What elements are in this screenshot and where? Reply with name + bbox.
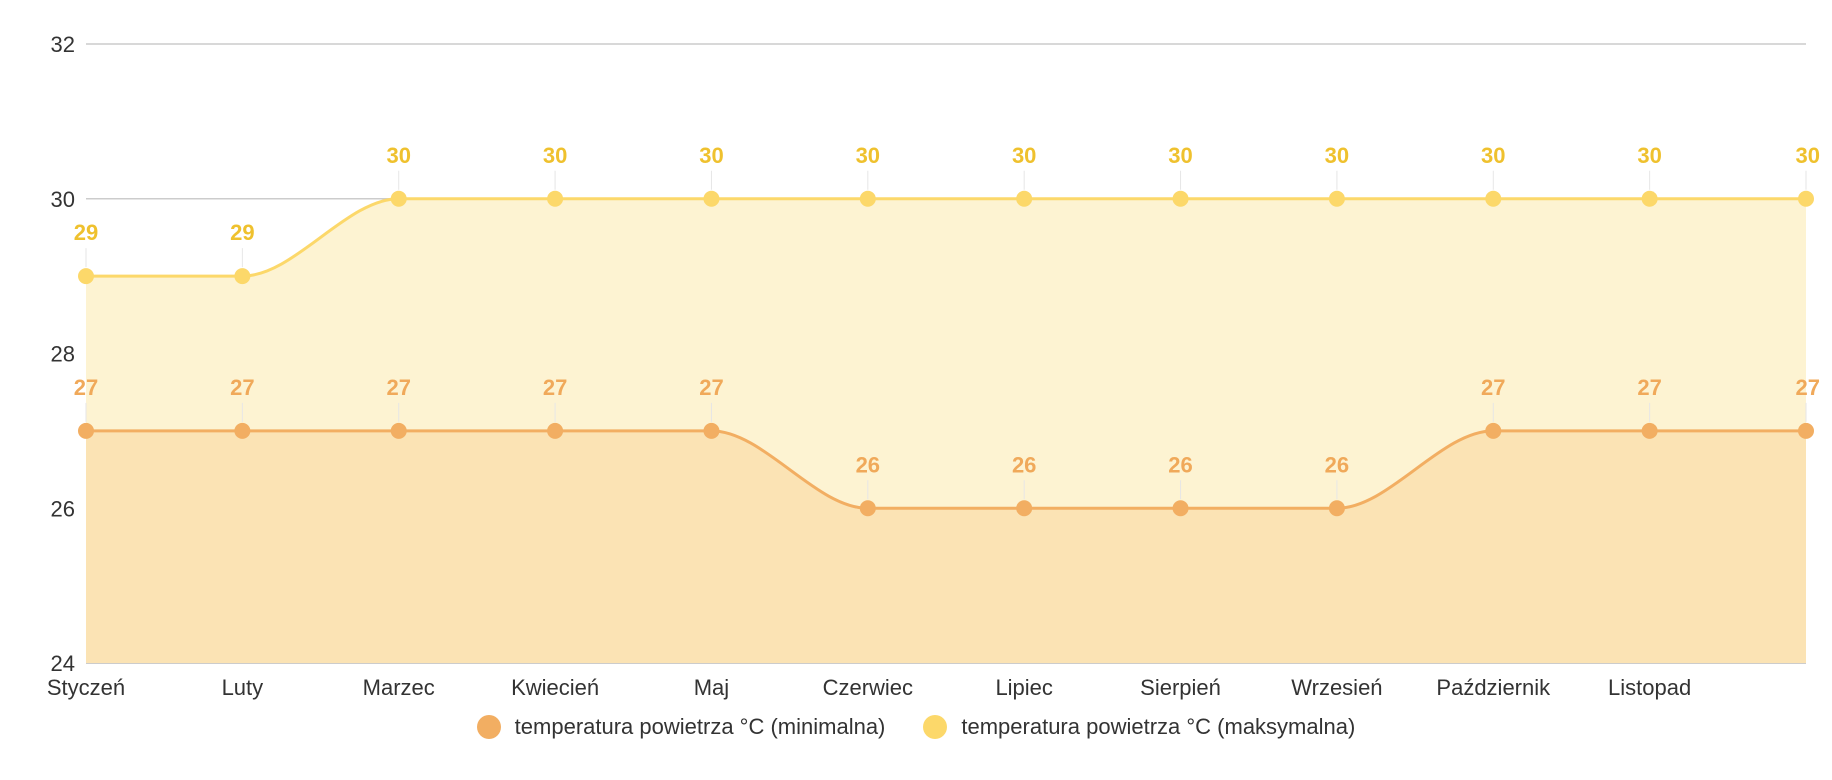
x-tick-label: Luty bbox=[222, 675, 264, 700]
axis-tick-labels: 24 26 28 30 32 Styczeń Luty Marzec Kwiecień Maj Cz… bbox=[47, 32, 1691, 700]
data-point[interactable] bbox=[1485, 422, 1502, 439]
chart-legend: temperatura powietrza °C (minimalna) tem… bbox=[0, 714, 1832, 740]
data-label: 27 bbox=[1481, 375, 1505, 400]
x-tick-label: Maj bbox=[694, 675, 729, 700]
legend-marker-min bbox=[476, 715, 501, 739]
data-point[interactable] bbox=[1172, 500, 1189, 517]
y-tick-label: 24 bbox=[51, 651, 75, 676]
data-label: 27 bbox=[230, 375, 254, 400]
temperature-chart: 27 27 27 27 27 26 26 26 26 27 27 27 29 29 30 30 30 30 30 30… bbox=[47, 32, 1820, 700]
data-label: 30 bbox=[699, 143, 723, 168]
x-tick-label: Czerwiec bbox=[823, 675, 913, 700]
data-label: 30 bbox=[1012, 143, 1036, 168]
x-tick-label: Lipiec bbox=[995, 675, 1052, 700]
data-label: 29 bbox=[74, 220, 98, 245]
data-label: 30 bbox=[1796, 143, 1820, 168]
data-point[interactable] bbox=[78, 422, 94, 439]
data-point[interactable] bbox=[1328, 190, 1345, 207]
x-tick-label: Styczeń bbox=[47, 675, 125, 700]
data-label: 27 bbox=[74, 375, 98, 400]
data-label: 29 bbox=[230, 220, 254, 245]
data-point[interactable] bbox=[547, 422, 564, 439]
data-point[interactable] bbox=[1328, 500, 1345, 517]
data-label: 30 bbox=[543, 143, 567, 168]
x-tick-label: Wrzesień bbox=[1291, 675, 1382, 700]
data-label: 27 bbox=[543, 375, 567, 400]
data-point[interactable] bbox=[234, 422, 251, 439]
data-point[interactable] bbox=[703, 422, 720, 439]
data-label: 27 bbox=[1637, 375, 1661, 400]
data-point[interactable] bbox=[547, 190, 564, 207]
data-point[interactable] bbox=[1641, 190, 1658, 207]
data-label: 30 bbox=[1168, 143, 1192, 168]
data-point[interactable] bbox=[1016, 500, 1033, 517]
legend-marker-max bbox=[923, 715, 948, 739]
data-label: 26 bbox=[1325, 452, 1349, 477]
data-point[interactable] bbox=[78, 268, 94, 285]
data-point[interactable] bbox=[1485, 190, 1502, 207]
data-label: 30 bbox=[1325, 143, 1349, 168]
y-tick-label: 26 bbox=[51, 496, 75, 521]
series-line-0 bbox=[85, 429, 1806, 510]
data-point[interactable] bbox=[390, 422, 407, 439]
data-label: 26 bbox=[856, 452, 880, 477]
legend-item-max[interactable]: temperatura powietrza °C (maksymalna) bbox=[923, 714, 1355, 740]
series-line-1 bbox=[85, 197, 1806, 278]
x-tick-label: Kwiecień bbox=[511, 675, 599, 700]
data-point[interactable] bbox=[1798, 190, 1814, 207]
series-lines bbox=[85, 197, 1806, 510]
data-labels: 27 27 27 27 27 26 26 26 26 27 27 27 29 29 30 30 30 30 30 30… bbox=[74, 143, 1820, 500]
data-label: 27 bbox=[386, 375, 410, 400]
y-tick-label: 32 bbox=[51, 32, 75, 57]
data-point[interactable] bbox=[703, 190, 720, 207]
legend-label-min: temperatura powietrza °C (minimalna) bbox=[514, 714, 886, 739]
data-points bbox=[78, 190, 1814, 517]
data-label: 30 bbox=[386, 143, 410, 168]
data-label: 27 bbox=[699, 375, 723, 400]
data-point[interactable] bbox=[1641, 422, 1658, 439]
x-tick-label: Listopad bbox=[1608, 675, 1691, 700]
x-tick-label: Sierpień bbox=[1140, 675, 1221, 700]
data-label: 30 bbox=[856, 143, 880, 168]
legend-item-min[interactable]: temperatura powietrza °C (minimalna) bbox=[476, 714, 886, 740]
data-point[interactable] bbox=[1016, 190, 1033, 207]
x-tick-label: Październik bbox=[1436, 675, 1551, 700]
x-tick-label: Marzec bbox=[363, 675, 435, 700]
data-point[interactable] bbox=[1172, 190, 1189, 207]
data-point[interactable] bbox=[859, 500, 876, 517]
area-fills bbox=[86, 198, 1806, 663]
data-label: 26 bbox=[1168, 452, 1192, 477]
legend-label-max: temperatura powietrza °C (maksymalna) bbox=[961, 714, 1356, 739]
data-label: 30 bbox=[1481, 143, 1505, 168]
y-tick-label: 28 bbox=[51, 342, 75, 367]
data-label: 30 bbox=[1637, 143, 1661, 168]
data-point[interactable] bbox=[1798, 422, 1814, 439]
y-tick-label: 30 bbox=[51, 187, 75, 212]
data-label: 27 bbox=[1796, 375, 1820, 400]
data-point[interactable] bbox=[859, 190, 876, 207]
data-label: 26 bbox=[1012, 452, 1036, 477]
data-point[interactable] bbox=[390, 190, 407, 207]
data-point[interactable] bbox=[234, 268, 251, 285]
series-area-0 bbox=[86, 430, 1806, 663]
